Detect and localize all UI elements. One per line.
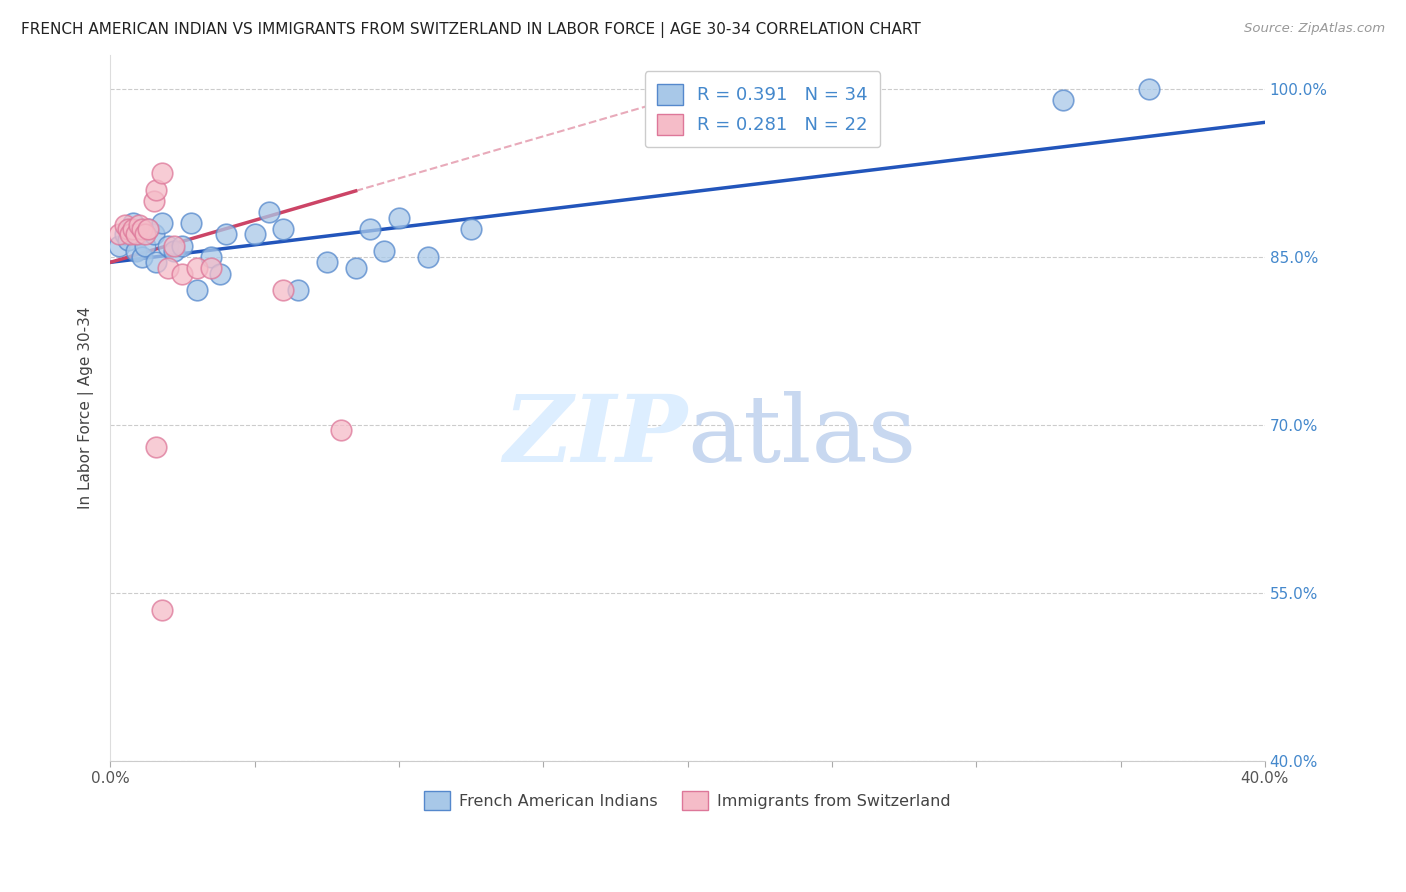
Point xyxy=(373,244,395,259)
Point xyxy=(145,182,167,196)
Point xyxy=(145,440,167,454)
Point xyxy=(208,267,231,281)
Point xyxy=(122,221,145,235)
Point xyxy=(150,216,173,230)
Point xyxy=(131,250,153,264)
Point xyxy=(117,221,139,235)
Point xyxy=(142,194,165,208)
Point xyxy=(108,238,131,252)
Point xyxy=(122,216,145,230)
Point xyxy=(145,255,167,269)
Point xyxy=(1052,93,1074,107)
Text: atlas: atlas xyxy=(688,392,917,481)
Point xyxy=(150,166,173,180)
Point xyxy=(163,244,186,259)
Y-axis label: In Labor Force | Age 30-34: In Labor Force | Age 30-34 xyxy=(79,307,94,509)
Point xyxy=(156,238,179,252)
Point xyxy=(114,219,136,233)
Point xyxy=(273,221,295,235)
Point xyxy=(108,227,131,242)
Point xyxy=(200,260,222,275)
Text: FRENCH AMERICAN INDIAN VS IMMIGRANTS FROM SWITZERLAND IN LABOR FORCE | AGE 30-34: FRENCH AMERICAN INDIAN VS IMMIGRANTS FRO… xyxy=(21,22,921,38)
Point xyxy=(136,221,159,235)
Legend: French American Indians, Immigrants from Switzerland: French American Indians, Immigrants from… xyxy=(418,785,957,816)
Point xyxy=(416,250,439,264)
Point xyxy=(163,238,186,252)
Point xyxy=(134,227,156,242)
Point xyxy=(128,219,150,233)
Text: ZIP: ZIP xyxy=(503,392,688,481)
Point xyxy=(257,205,280,219)
Point xyxy=(125,227,148,242)
Point xyxy=(156,260,179,275)
Point xyxy=(142,227,165,242)
Point xyxy=(273,283,295,297)
Point xyxy=(315,255,337,269)
Text: Source: ZipAtlas.com: Source: ZipAtlas.com xyxy=(1244,22,1385,36)
Point xyxy=(120,221,142,235)
Point xyxy=(243,227,266,242)
Point xyxy=(1139,81,1161,95)
Point xyxy=(215,227,238,242)
Point xyxy=(359,221,381,235)
Point xyxy=(200,250,222,264)
Point xyxy=(120,227,142,242)
Point xyxy=(172,238,194,252)
Point xyxy=(287,283,309,297)
Point xyxy=(131,221,153,235)
Point xyxy=(172,267,194,281)
Point xyxy=(114,227,136,242)
Point xyxy=(117,233,139,247)
Point xyxy=(128,227,150,242)
Point xyxy=(388,211,411,225)
Point xyxy=(125,244,148,259)
Point xyxy=(186,283,208,297)
Point xyxy=(136,221,159,235)
Point xyxy=(180,216,202,230)
Point xyxy=(150,602,173,616)
Point xyxy=(460,221,482,235)
Point xyxy=(134,238,156,252)
Point xyxy=(344,260,367,275)
Point xyxy=(330,423,353,437)
Point xyxy=(186,260,208,275)
